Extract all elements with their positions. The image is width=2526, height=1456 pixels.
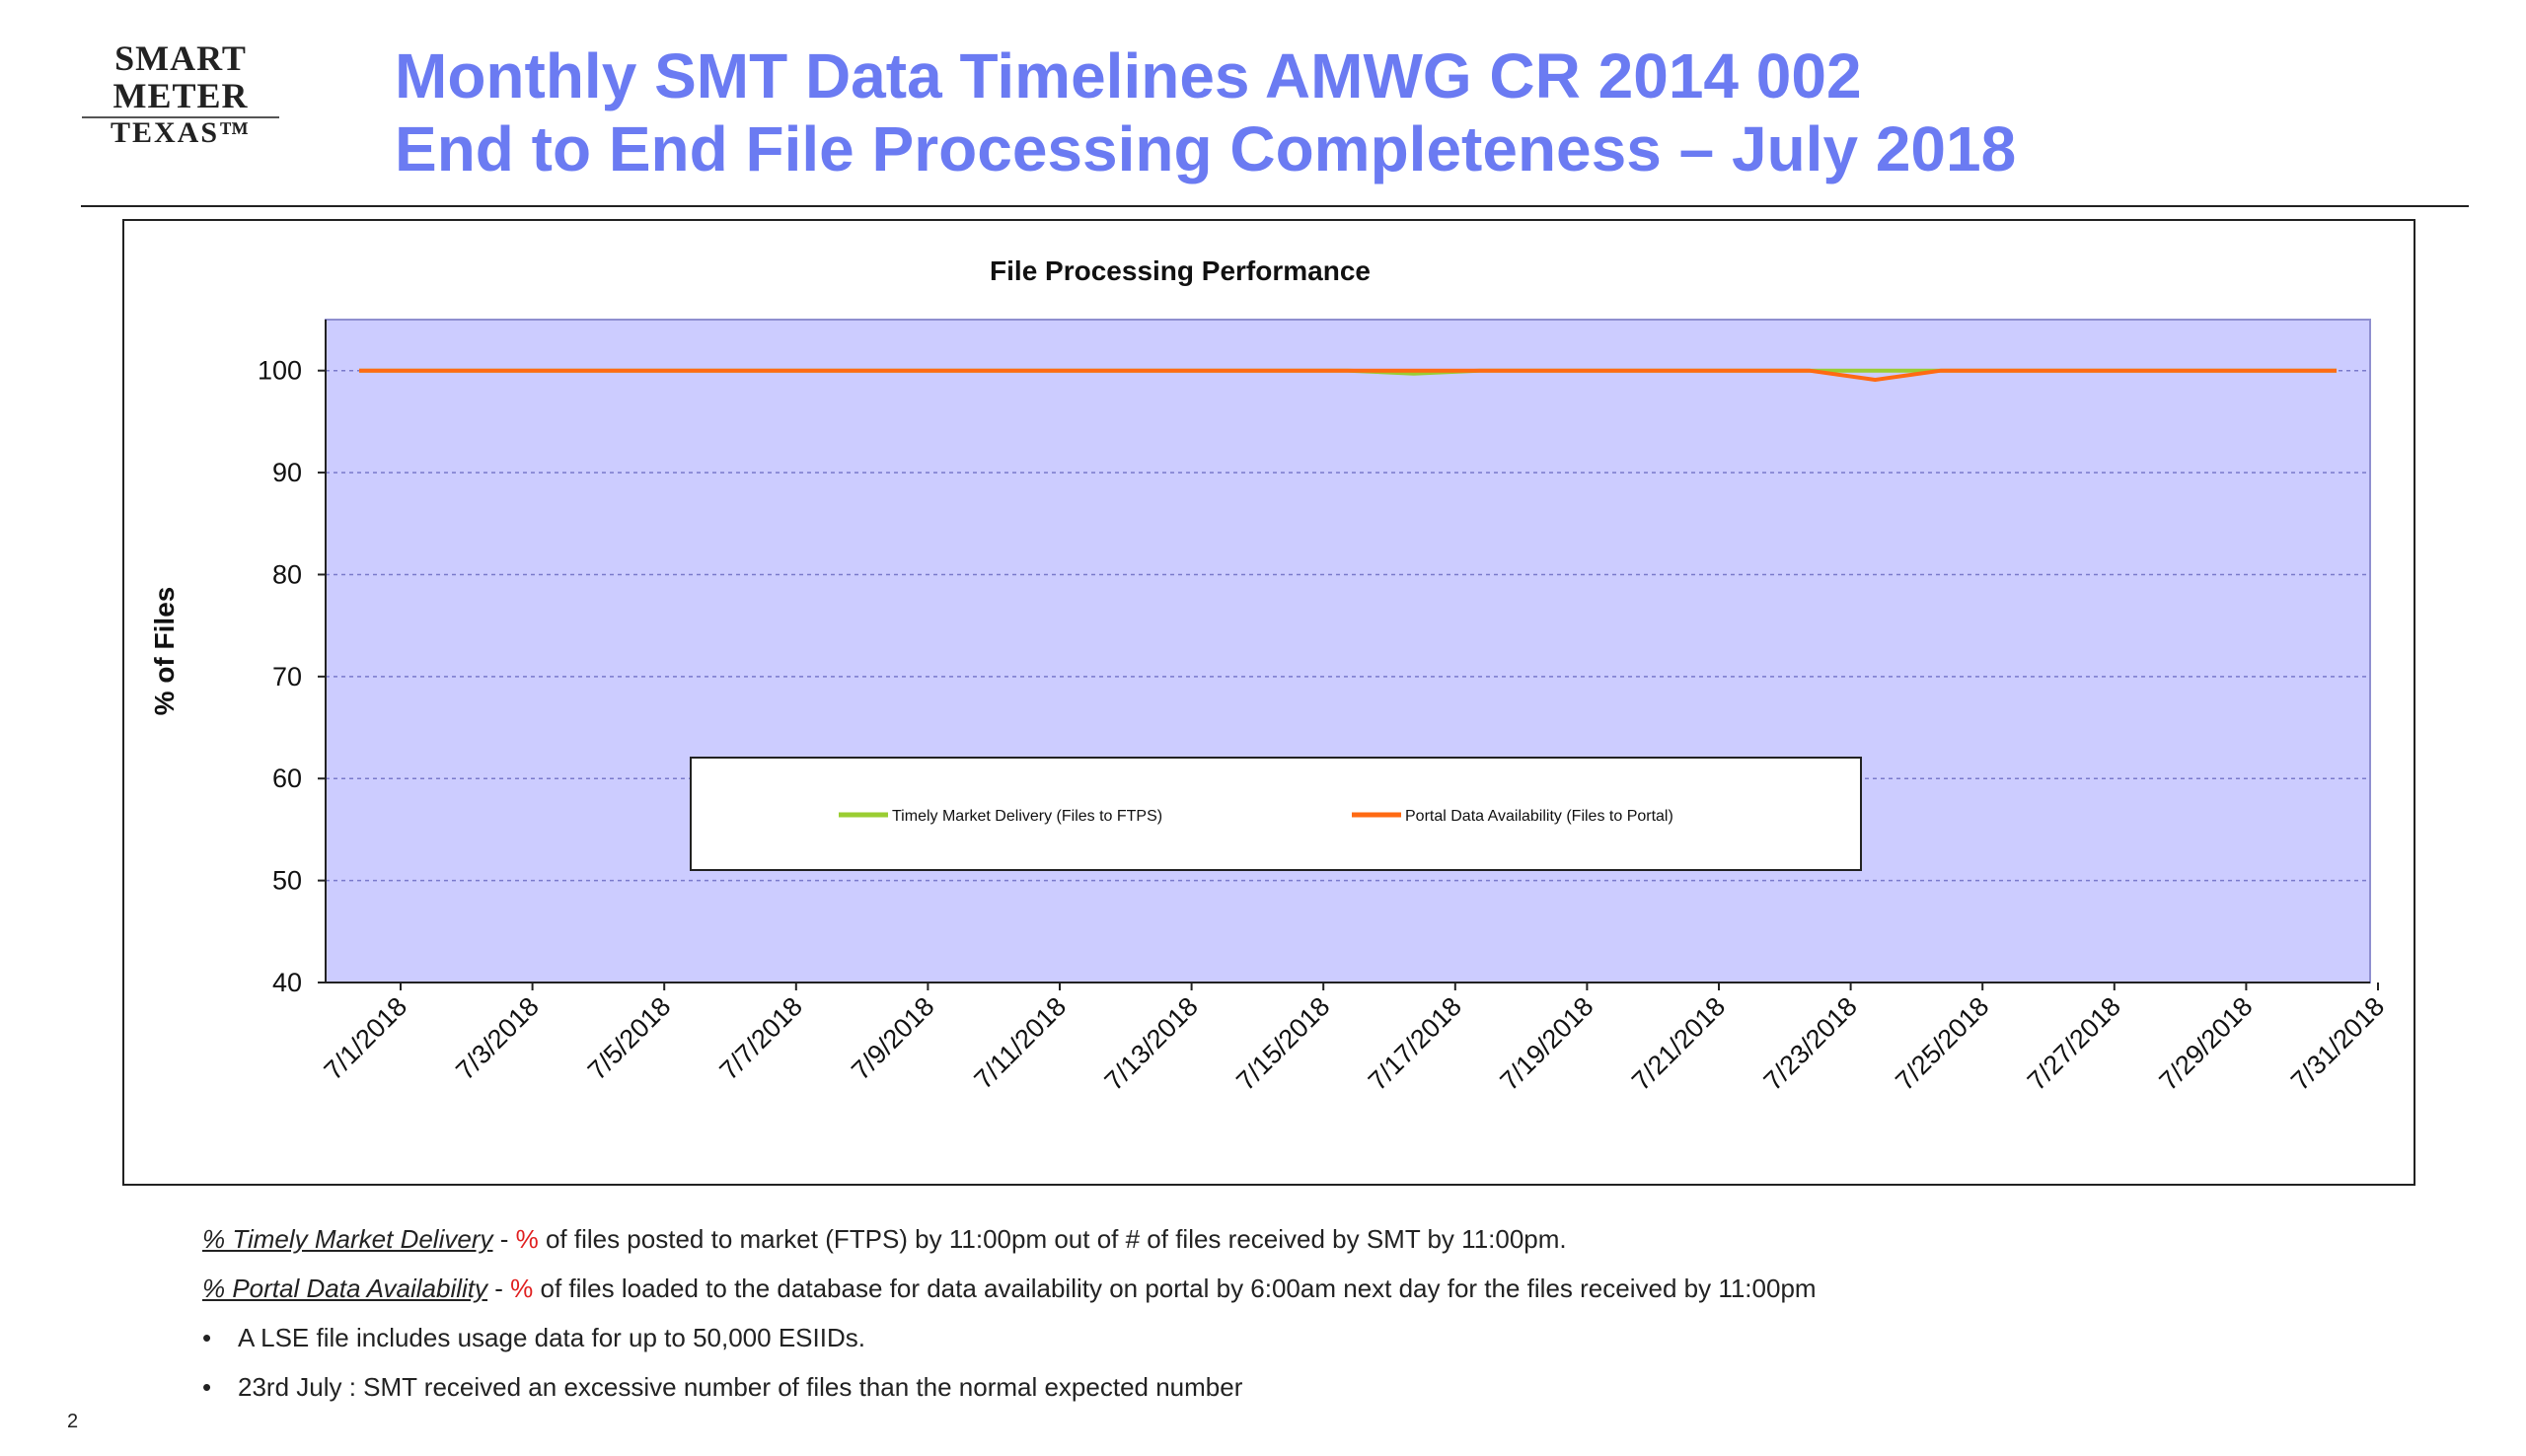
x-tick-label: 7/31/2018	[2285, 991, 2390, 1096]
note-sep: -	[492, 1224, 516, 1254]
x-tick-label: 7/3/2018	[450, 991, 545, 1086]
title-line1: Monthly SMT Data Timelines AMWG CR 2014 …	[395, 40, 1862, 111]
title-line2: End to End File Processing Completeness …	[395, 113, 2017, 184]
x-tick-label: 7/29/2018	[2153, 991, 2258, 1096]
y-tick-label: 60	[272, 764, 302, 793]
note-text: of files posted to market (FTPS) by 11:0…	[538, 1224, 1567, 1254]
x-tick-label: 7/21/2018	[1626, 991, 1731, 1096]
slide-title: Monthly SMT Data Timelines AMWG CR 2014 …	[395, 39, 2016, 185]
bullet-icon: •	[202, 1323, 212, 1352]
logo-line2: TEXAS™	[82, 116, 279, 148]
x-tick-label: 7/15/2018	[1230, 991, 1335, 1096]
legend-label: Portal Data Availability (Files to Porta…	[1405, 808, 1673, 825]
x-tick-label: 7/19/2018	[1494, 991, 1598, 1096]
x-tick-label: 7/7/2018	[714, 991, 809, 1086]
legend-box	[690, 757, 1862, 871]
note-pct: %	[510, 1274, 534, 1303]
y-tick-label: 80	[272, 559, 302, 589]
note-portal-data-availability: % Portal Data Availability - % of files …	[202, 1271, 1817, 1320]
note-sep: -	[487, 1274, 511, 1303]
y-axis-label: % of Files	[149, 587, 180, 716]
plot-area	[325, 319, 2371, 983]
x-tick-label: 7/13/2018	[1099, 991, 1204, 1096]
note-pct: %	[515, 1224, 539, 1254]
page-number: 2	[67, 1411, 79, 1432]
bullet-item: • A LSE file includes usage data for up t…	[202, 1320, 1817, 1369]
bullet-item: • 23rd July : SMT received an excessive n…	[202, 1369, 1817, 1419]
x-tick-label: 7/1/2018	[319, 991, 413, 1086]
x-tick-label: 7/11/2018	[969, 991, 1073, 1095]
note-term: % Timely Market Delivery	[202, 1224, 493, 1254]
x-tick-label: 7/25/2018	[1890, 991, 1994, 1096]
y-tick-label: 90	[272, 458, 302, 487]
bullet-icon: •	[202, 1372, 212, 1402]
y-tick-label: 40	[272, 968, 302, 997]
x-tick-label: 7/5/2018	[582, 991, 677, 1086]
notes: % Timely Market Delivery - % of files po…	[202, 1221, 1817, 1419]
x-tick-label: 7/23/2018	[1758, 991, 1863, 1096]
x-tick-label: 7/17/2018	[1363, 991, 1467, 1096]
y-tick-label: 70	[272, 662, 302, 692]
note-timely-market-delivery: % Timely Market Delivery - % of files po…	[202, 1221, 1817, 1271]
note-term: % Portal Data Availability	[202, 1274, 488, 1303]
chart-title: File Processing Performance	[990, 255, 1371, 286]
note-text: of files loaded to the database for data…	[533, 1274, 1817, 1303]
file-processing-chart: File Processing Performance 40 50 60 70 80 90 1…	[149, 255, 2390, 1096]
y-tick-label: 100	[258, 356, 302, 386]
y-tick-label: 50	[272, 866, 302, 896]
x-tick-label: 7/27/2018	[2022, 991, 2126, 1096]
logo-line1: SMART METER	[112, 38, 249, 115]
bullet-text: A LSE file includes usage data for up to…	[238, 1323, 865, 1352]
x-tick-label: 7/9/2018	[846, 991, 940, 1086]
legend-label: Timely Market Delivery (Files to FTPS)	[892, 808, 1162, 825]
title-divider	[81, 205, 2469, 207]
series-line-portal-data-availability	[359, 368, 2337, 382]
smart-meter-texas-logo: SMART METER TEXAS™	[57, 39, 304, 148]
bullet-text: 23rd July : SMT received an excessive nu…	[238, 1372, 1243, 1402]
